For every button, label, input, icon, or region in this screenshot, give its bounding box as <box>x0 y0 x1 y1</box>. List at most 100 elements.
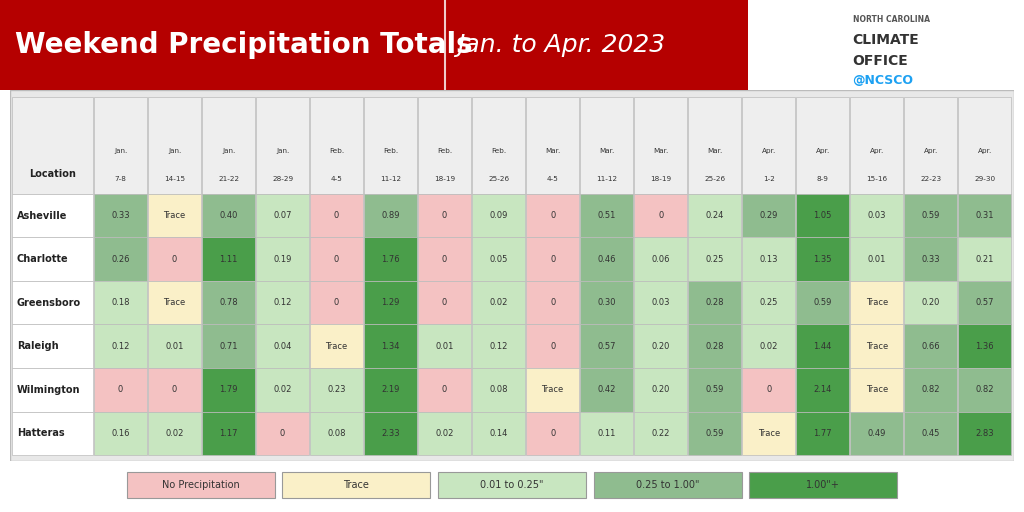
Text: 15-16: 15-16 <box>866 176 887 182</box>
Text: Trace: Trace <box>865 342 888 351</box>
Text: Asheville: Asheville <box>16 210 68 221</box>
Text: 0.59: 0.59 <box>706 386 724 394</box>
Text: Wilmington: Wilmington <box>16 385 80 395</box>
FancyBboxPatch shape <box>742 194 796 238</box>
FancyBboxPatch shape <box>418 97 471 194</box>
FancyBboxPatch shape <box>256 97 309 194</box>
FancyBboxPatch shape <box>202 368 255 412</box>
FancyBboxPatch shape <box>958 412 1012 455</box>
Text: 0.82: 0.82 <box>922 386 940 394</box>
Text: 22-23: 22-23 <box>921 176 941 182</box>
Text: 0.16: 0.16 <box>112 429 130 438</box>
Text: Trace: Trace <box>865 298 888 307</box>
FancyBboxPatch shape <box>634 368 687 412</box>
FancyBboxPatch shape <box>310 281 364 325</box>
FancyBboxPatch shape <box>904 194 957 238</box>
FancyBboxPatch shape <box>797 281 849 325</box>
FancyBboxPatch shape <box>797 325 849 368</box>
Text: 0.82: 0.82 <box>976 386 994 394</box>
FancyBboxPatch shape <box>365 281 417 325</box>
FancyBboxPatch shape <box>581 325 633 368</box>
Text: 0.03: 0.03 <box>867 211 886 220</box>
Text: 0: 0 <box>334 254 339 264</box>
Text: 0: 0 <box>172 254 177 264</box>
FancyBboxPatch shape <box>526 238 580 281</box>
Text: 0.02: 0.02 <box>165 429 183 438</box>
FancyBboxPatch shape <box>202 281 255 325</box>
FancyBboxPatch shape <box>688 238 741 281</box>
Text: Trace: Trace <box>758 429 780 438</box>
FancyBboxPatch shape <box>526 368 580 412</box>
Text: Apr.: Apr. <box>924 148 938 154</box>
FancyBboxPatch shape <box>688 194 741 238</box>
FancyBboxPatch shape <box>581 281 633 325</box>
Text: Weekend Precipitation Totals: Weekend Precipitation Totals <box>15 31 472 59</box>
Text: Feb.: Feb. <box>329 148 344 154</box>
Text: 1.34: 1.34 <box>381 342 399 351</box>
Text: 25-26: 25-26 <box>488 176 509 182</box>
FancyBboxPatch shape <box>11 412 93 455</box>
Text: 0.01 to 0.25": 0.01 to 0.25" <box>480 480 544 490</box>
FancyBboxPatch shape <box>742 97 796 194</box>
FancyBboxPatch shape <box>438 472 586 498</box>
FancyBboxPatch shape <box>634 97 687 194</box>
FancyBboxPatch shape <box>310 238 364 281</box>
FancyBboxPatch shape <box>526 325 580 368</box>
FancyBboxPatch shape <box>310 97 364 194</box>
Text: 0.06: 0.06 <box>651 254 670 264</box>
FancyBboxPatch shape <box>472 325 525 368</box>
Text: 0: 0 <box>550 254 555 264</box>
Text: 0.28: 0.28 <box>706 298 724 307</box>
Text: 0.31: 0.31 <box>976 211 994 220</box>
FancyBboxPatch shape <box>202 194 255 238</box>
FancyBboxPatch shape <box>472 194 525 238</box>
Text: Trace: Trace <box>326 342 348 351</box>
Text: 1-2: 1-2 <box>763 176 774 182</box>
FancyBboxPatch shape <box>634 194 687 238</box>
Text: 0.08: 0.08 <box>489 386 508 394</box>
FancyBboxPatch shape <box>526 194 580 238</box>
FancyBboxPatch shape <box>283 472 430 498</box>
Text: 0.12: 0.12 <box>112 342 130 351</box>
Text: CLIMATE: CLIMATE <box>853 33 920 47</box>
FancyBboxPatch shape <box>797 97 849 194</box>
FancyBboxPatch shape <box>797 412 849 455</box>
FancyBboxPatch shape <box>94 325 147 368</box>
FancyBboxPatch shape <box>958 325 1012 368</box>
FancyBboxPatch shape <box>958 238 1012 281</box>
FancyBboxPatch shape <box>202 238 255 281</box>
FancyBboxPatch shape <box>904 281 957 325</box>
Text: 1.44: 1.44 <box>813 342 831 351</box>
FancyBboxPatch shape <box>581 368 633 412</box>
FancyBboxPatch shape <box>418 281 471 325</box>
Text: 0.07: 0.07 <box>273 211 292 220</box>
FancyBboxPatch shape <box>94 281 147 325</box>
Text: 0.89: 0.89 <box>381 211 399 220</box>
Text: Charlotte: Charlotte <box>16 254 69 264</box>
FancyBboxPatch shape <box>94 97 147 194</box>
Text: Trace: Trace <box>164 298 185 307</box>
FancyBboxPatch shape <box>418 412 471 455</box>
FancyBboxPatch shape <box>742 412 796 455</box>
FancyBboxPatch shape <box>10 90 1014 461</box>
FancyBboxPatch shape <box>688 325 741 368</box>
FancyBboxPatch shape <box>365 412 417 455</box>
Text: 8-9: 8-9 <box>817 176 828 182</box>
FancyBboxPatch shape <box>256 194 309 238</box>
FancyBboxPatch shape <box>365 325 417 368</box>
Text: 1.36: 1.36 <box>976 342 994 351</box>
FancyBboxPatch shape <box>688 97 741 194</box>
FancyBboxPatch shape <box>850 325 903 368</box>
Text: 0: 0 <box>658 211 664 220</box>
Text: 0.40: 0.40 <box>219 211 238 220</box>
Text: 7-8: 7-8 <box>115 176 127 182</box>
FancyBboxPatch shape <box>148 238 201 281</box>
Text: Hatteras: Hatteras <box>16 429 65 438</box>
Text: Apr.: Apr. <box>815 148 829 154</box>
FancyBboxPatch shape <box>634 412 687 455</box>
Text: 0.09: 0.09 <box>489 211 508 220</box>
Text: 11-12: 11-12 <box>380 176 401 182</box>
Text: 28-29: 28-29 <box>272 176 293 182</box>
Text: 0.02: 0.02 <box>273 386 292 394</box>
Text: 0.23: 0.23 <box>328 386 346 394</box>
